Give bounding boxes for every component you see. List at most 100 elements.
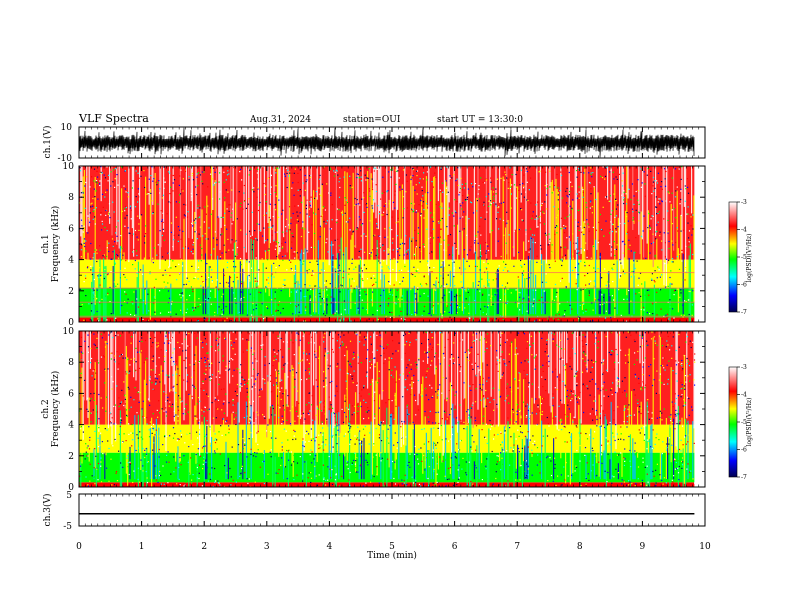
spectrogram-speckle: [255, 304, 257, 306]
spectrogram-speckle: [295, 339, 297, 341]
spectrogram-speckle: [92, 210, 94, 212]
spectrogram-speckle: [212, 485, 214, 487]
spectrogram-speckle: [476, 210, 478, 212]
spectrogram-streak: [143, 257, 145, 287]
spectrogram-speckle: [278, 245, 281, 248]
spectrogram-speckle: [299, 189, 301, 191]
spectrogram-speckle: [525, 168, 528, 170]
spectrogram-speckle: [234, 297, 236, 299]
spectrogram-speckle: [477, 353, 479, 355]
spectrogram-speckle: [336, 410, 339, 412]
spectrogram-speckle: [590, 173, 592, 176]
spectrogram-speckle: [454, 210, 456, 212]
spectrogram-line-feature: [79, 272, 695, 274]
spectrogram-speckle: [509, 464, 511, 466]
spectrogram-speckle: [460, 281, 462, 283]
spectrogram-speckle: [159, 192, 161, 194]
spectrogram-speckle: [356, 382, 358, 384]
spectrogram-speckle: [430, 232, 432, 234]
spectrogram-speckle: [469, 249, 471, 251]
spectrogram-streak: [669, 425, 671, 487]
spectrogram-speckle: [114, 186, 116, 188]
spectrogram-speckle: [275, 266, 277, 269]
spectrogram-speckle: [546, 187, 548, 190]
spectrogram-speckle: [267, 473, 269, 475]
spectrogram-speckle: [439, 384, 441, 386]
spectrogram-speckle: [547, 244, 549, 246]
spectrogram-streak: [139, 331, 141, 401]
spectrogram-streak: [557, 192, 559, 312]
spectrogram-speckle: [205, 461, 207, 463]
spectrogram-speckle: [184, 442, 186, 444]
spectrogram-speckle: [128, 232, 130, 234]
spectrogram-speckle: [398, 320, 400, 322]
spectrogram-speckle: [124, 459, 126, 461]
spectrogram-speckle: [324, 348, 326, 350]
spectrogram-speckle: [142, 441, 144, 443]
spectrogram-speckle: [330, 296, 332, 298]
spectrogram-speckle: [593, 413, 595, 415]
spectrogram-speckle: [590, 167, 592, 169]
spectrogram-speckle: [301, 201, 303, 203]
spectrogram-speckle: [421, 460, 423, 462]
spectrogram-speckle: [423, 217, 425, 219]
spectrogram-speckle: [636, 427, 638, 429]
spectrogram-streak: [119, 245, 121, 315]
spectrogram-speckle: [428, 312, 430, 315]
spectrogram-speckle: [401, 269, 403, 271]
spectrogram-speckle: [580, 289, 582, 291]
spectrogram-speckle: [558, 275, 560, 277]
spectrogram-speckle: [240, 297, 242, 300]
spectrogram-speckle: [128, 372, 130, 374]
spectrogram-speckle: [152, 388, 154, 390]
spectrogram-streak: [320, 166, 322, 227]
spectrogram-speckle: [149, 404, 151, 406]
spectrogram-speckle: [613, 299, 615, 301]
spectrogram-speckle: [503, 450, 505, 453]
spectrogram-speckle: [334, 416, 336, 418]
spectrogram-speckle: [224, 465, 226, 467]
spectrogram-speckle: [97, 318, 99, 320]
spectrogram-speckle: [412, 211, 414, 213]
spectrogram-speckle: [252, 455, 255, 457]
spectrogram-speckle: [475, 388, 477, 390]
spectrogram-speckle: [436, 277, 438, 279]
spectrogram-speckle: [515, 347, 517, 349]
spectrogram-speckle: [624, 273, 626, 275]
spectrogram-speckle: [482, 425, 484, 428]
spectrogram-speckle: [231, 239, 233, 241]
spectrogram-speckle: [489, 401, 491, 403]
spectrogram-speckle: [329, 468, 331, 470]
spectrogram-streak: [80, 166, 82, 237]
spectrogram-speckle: [534, 218, 536, 220]
spectrogram-speckle: [675, 409, 677, 411]
spectrogram-speckle: [156, 184, 158, 186]
spectrogram-speckle: [292, 438, 294, 441]
spectrogram-speckle: [193, 386, 195, 388]
spectrogram-speckle: [669, 417, 672, 420]
spectrogram-speckle: [687, 343, 689, 345]
spectrogram-speckle: [523, 187, 525, 189]
spectrogram-speckle: [349, 229, 351, 231]
spectrogram-speckle: [146, 193, 148, 195]
spectrogram-speckle: [412, 305, 414, 307]
spectrogram-streak: [515, 353, 517, 469]
spectrogram-speckle: [114, 361, 116, 363]
spectrogram-speckle: [694, 361, 696, 363]
spectrogram-speckle: [603, 235, 605, 237]
spectrogram-speckle: [100, 333, 102, 335]
spectrogram-speckle: [320, 303, 322, 305]
spectrogram-speckle: [597, 299, 599, 301]
spectrogram-speckle: [306, 199, 308, 201]
spectrogram-streak: [604, 414, 606, 480]
spectrogram-speckle: [553, 184, 555, 187]
spectrogram-speckle: [414, 229, 416, 232]
spectrogram-speckle: [474, 299, 476, 302]
spectrogram-speckle: [545, 171, 547, 173]
spectrogram-speckle: [588, 230, 590, 232]
spectrogram-speckle: [202, 468, 204, 470]
spectrogram-speckle: [532, 435, 534, 437]
spectrogram-streak: [149, 428, 151, 480]
spectrogram-speckle: [397, 298, 399, 300]
spectrogram-streak: [115, 331, 117, 442]
